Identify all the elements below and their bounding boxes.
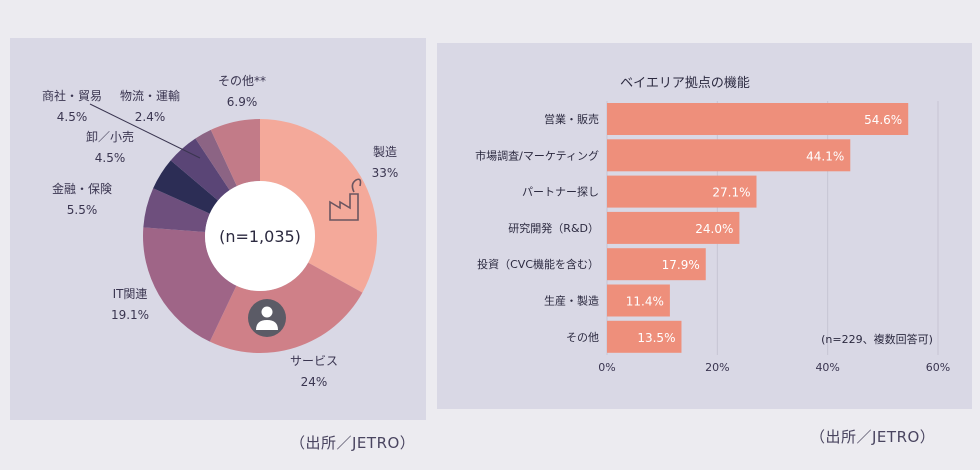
bar-chart-title: ベイエリア拠点の機能 xyxy=(620,76,750,91)
donut-label-value-6: 2.4% xyxy=(135,110,166,124)
donut-label-name-1: サービス xyxy=(290,354,338,368)
source-note-left: （出所／JETRO） xyxy=(290,434,416,452)
donut-label-name-6: 物流・運輸 xyxy=(120,88,180,103)
donut-center-label: (n=1,035) xyxy=(219,227,301,246)
bar-2 xyxy=(607,175,757,208)
donut-slice-6 xyxy=(195,129,237,191)
donut-slice-0 xyxy=(260,119,378,293)
donut-hole xyxy=(205,181,315,291)
source-note-right: （出所／JETRO） xyxy=(810,428,936,446)
donut-slice-7 xyxy=(210,119,260,187)
donut-label-value-4: 4.5% xyxy=(95,151,126,165)
value-label-5: 11.4% xyxy=(626,295,664,309)
bar-chart: ベイエリア拠点の機能 0% 20% 40% 60% 営業・販売 54.6% 市場調査/マーケテ… xyxy=(475,76,950,374)
donut-slice-1 xyxy=(209,262,363,353)
bar-3 xyxy=(607,211,740,244)
x-tick-label-2: 40% xyxy=(815,361,839,374)
donut-label-name-5: 商社・貿易 xyxy=(42,88,102,103)
bar-0 xyxy=(607,103,909,135)
value-label-4: 17.9% xyxy=(662,258,700,272)
category-label-6: その他 xyxy=(566,331,599,344)
bar-4 xyxy=(607,248,706,281)
donut-slice-3 xyxy=(143,188,210,232)
donut-label-value-7: 6.9% xyxy=(227,95,258,109)
donut-label-value-1: 24% xyxy=(301,375,328,389)
donut-label-name-2: IT関連 xyxy=(113,287,148,301)
donut-chart-panel: (n=1,035) 製造 33% サービス 24% IT関連 19.1% 金融・保険 5.5% 卸… xyxy=(10,38,426,420)
donut-label-value-2: 19.1% xyxy=(111,308,149,322)
donut-label-value-0: 33% xyxy=(372,166,399,180)
donut-label-name-4: 卸／小売 xyxy=(86,129,134,144)
person-icon xyxy=(248,299,286,337)
category-label-0: 営業・販売 xyxy=(544,112,599,126)
donut-slice-5 xyxy=(170,138,230,201)
category-label-1: 市場調査/マーケティング xyxy=(475,148,599,162)
donut-label-name-0: 製造 xyxy=(373,145,397,159)
value-label-2: 27.1% xyxy=(712,186,750,200)
category-label-4: 投資（CVC機能を含む） xyxy=(477,257,599,271)
donut-chart: (n=1,035) 製造 33% サービス 24% IT関連 19.1% 金融・保険 5.5% 卸… xyxy=(42,74,399,389)
value-label-6: 13.5% xyxy=(637,331,675,345)
bar-6 xyxy=(607,320,682,353)
donut-label-value-5: 4.5% xyxy=(57,110,88,124)
value-label-0: 54.6% xyxy=(864,113,902,127)
donut-label-value-3: 5.5% xyxy=(67,203,98,217)
donut-label-name-7: その他** xyxy=(218,74,266,88)
category-label-2: パートナー探し xyxy=(522,186,599,199)
donut-label-name-3: 金融・保険 xyxy=(52,181,112,196)
leader-line xyxy=(89,103,201,159)
bar-5 xyxy=(607,284,670,317)
bar-chart-note: (n=229、複数回答可) xyxy=(821,332,933,346)
value-label-3: 24.0% xyxy=(695,222,733,236)
x-tick-label-0: 0% xyxy=(598,361,615,374)
bar-1 xyxy=(607,139,851,172)
x-tick-label-3: 60% xyxy=(926,361,950,374)
value-label-1: 44.1% xyxy=(806,149,844,163)
factory-icon xyxy=(329,178,362,221)
x-tick-label-1: 20% xyxy=(705,361,729,374)
bar-chart-panel: ベイエリア拠点の機能 0% 20% 40% 60% 営業・販売 54.6% 市場調査/マーケテ… xyxy=(437,43,972,409)
category-label-5: 生産・製造 xyxy=(544,294,599,308)
donut-slice-2 xyxy=(143,227,237,342)
donut-slice-4 xyxy=(153,160,219,214)
category-label-3: 研究開発（R&D） xyxy=(508,221,599,235)
